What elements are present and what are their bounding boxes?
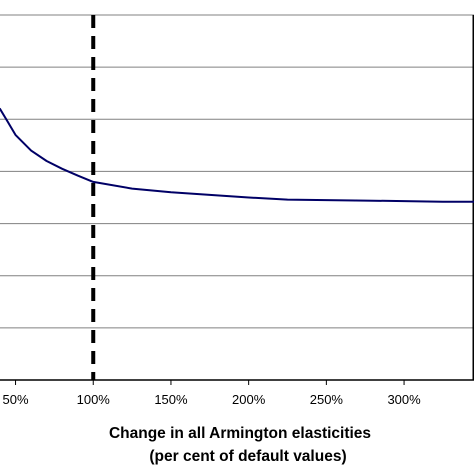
x-tick-label-1: 100% [77, 392, 111, 407]
x-tick-label-4: 250% [310, 392, 344, 407]
x-tick-label-3: 200% [232, 392, 266, 407]
series-line-0 [0, 107, 474, 203]
x-axis-title: Change in all Armington elasticities [109, 425, 371, 442]
x-axis-subtitle: (per cent of default values) [149, 448, 346, 465]
x-tick-label-2: 150% [154, 392, 188, 407]
x-tick-label-0: 50% [3, 392, 29, 407]
x-tick-label-5: 300% [387, 392, 421, 407]
